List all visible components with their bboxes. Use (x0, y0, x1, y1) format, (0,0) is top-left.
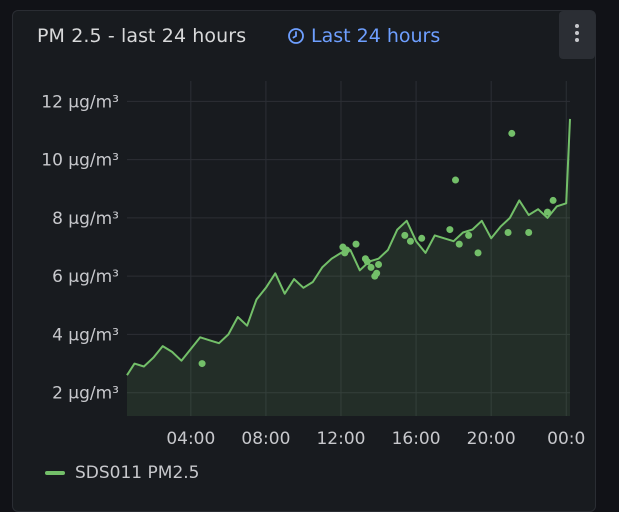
data-point (451, 176, 459, 184)
data-point (525, 228, 533, 236)
data-point (549, 196, 557, 204)
x-tick-label: 20:00 (467, 429, 516, 449)
x-tick-label: 16:00 (392, 429, 441, 449)
legend-label: SDS011 PM2.5 (75, 463, 200, 483)
y-tick-label: 4 µg/m³ (52, 325, 119, 345)
y-tick-label: 8 µg/m³ (52, 209, 119, 229)
vertical-ellipsis-icon (574, 23, 580, 47)
data-point (446, 226, 454, 234)
data-point (401, 231, 409, 239)
data-point (474, 249, 482, 257)
data-point (455, 240, 463, 248)
time-range-label: Last 24 hours (311, 25, 441, 47)
series-area (127, 118, 570, 417)
legend-swatch (45, 471, 65, 475)
data-point (543, 208, 551, 216)
data-point (508, 129, 516, 137)
x-tick-label: 00:0 (547, 429, 585, 449)
x-tick-label: 08:00 (241, 429, 290, 449)
data-point (352, 240, 360, 248)
y-tick-label: 12 µg/m³ (41, 92, 119, 112)
data-point (406, 237, 414, 245)
y-tick-label: 6 µg/m³ (52, 267, 119, 287)
data-point (418, 234, 426, 242)
time-range-link[interactable]: Last 24 hours (287, 25, 440, 47)
x-tick-label: 12:00 (316, 429, 365, 449)
data-point (375, 261, 383, 269)
data-point (465, 231, 473, 239)
data-point (363, 258, 371, 266)
clock-icon (287, 27, 305, 45)
x-tick-label: 04:00 (166, 429, 215, 449)
data-point (343, 246, 351, 254)
legend-item[interactable]: SDS011 PM2.5 (45, 463, 199, 483)
y-tick-label: 10 µg/m³ (41, 151, 119, 171)
panel-title: PM 2.5 - last 24 hours (37, 25, 247, 47)
data-point (198, 360, 206, 368)
pm25-chart: 2 µg/m³ 4 µg/m³ 6 µg/m³ 8 µg/m³ 10 µg/m³ 12 µ… (41, 81, 585, 449)
panel: PM 2.5 - last 24 hours Last 24 hours 2 µ… (12, 10, 596, 512)
data-point (373, 269, 381, 277)
panel-menu-button[interactable] (559, 11, 595, 59)
data-point (504, 228, 512, 236)
series-line (126, 118, 571, 376)
y-tick-label: 2 µg/m³ (52, 384, 119, 404)
data-point (367, 263, 375, 271)
